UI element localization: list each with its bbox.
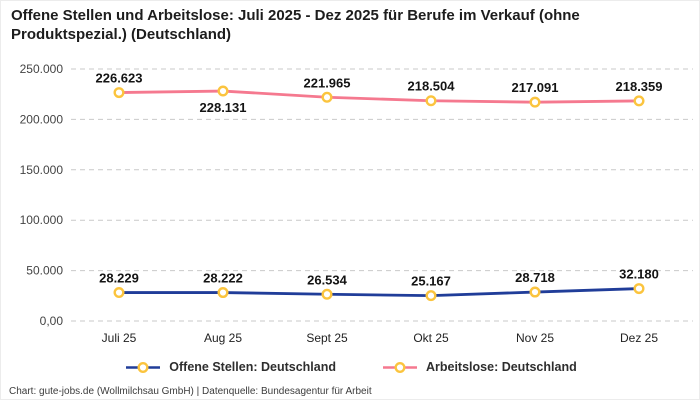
svg-text:28.222: 28.222	[203, 271, 243, 286]
svg-text:228.131: 228.131	[200, 100, 247, 115]
chart-title: Offene Stellen und Arbeitslose: Juli 202…	[11, 7, 580, 44]
svg-text:226.623: 226.623	[96, 71, 143, 86]
svg-text:218.359: 218.359	[616, 79, 663, 94]
line-marker-icon	[382, 361, 417, 373]
svg-text:Aug 25: Aug 25	[204, 331, 242, 345]
svg-text:32.180: 32.180	[619, 267, 659, 282]
svg-text:0,00: 0,00	[40, 314, 64, 328]
svg-text:250.000: 250.000	[20, 62, 64, 76]
legend-item-arbeitslose[interactable]: Arbeitslose: Deutschland	[382, 360, 577, 374]
svg-text:50.000: 50.000	[26, 264, 63, 278]
svg-text:25.167: 25.167	[411, 274, 451, 289]
svg-text:28.718: 28.718	[515, 270, 555, 285]
svg-text:221.965: 221.965	[304, 75, 351, 90]
svg-text:28.229: 28.229	[99, 271, 139, 286]
svg-text:Dez 25: Dez 25	[620, 331, 658, 345]
svg-text:200.000: 200.000	[20, 112, 64, 126]
svg-text:26.534: 26.534	[307, 272, 348, 287]
legend-label-offene-stellen: Offene Stellen: Deutschland	[169, 360, 336, 374]
attribution-text: Chart: gute-jobs.de (Wollmilchsau GmbH) …	[9, 386, 372, 397]
legend-label-arbeitslose: Arbeitslose: Deutschland	[425, 360, 577, 374]
chart-legend: Offene Stellen: Deutschland Arbeitslose:…	[1, 360, 699, 374]
svg-text:Nov 25: Nov 25	[516, 331, 554, 345]
svg-text:150.000: 150.000	[20, 163, 64, 177]
svg-text:217.091: 217.091	[512, 80, 559, 95]
svg-text:100.000: 100.000	[20, 213, 64, 227]
legend-item-offene-stellen[interactable]: Offene Stellen: Deutschland	[125, 360, 336, 374]
svg-text:218.504: 218.504	[408, 79, 456, 94]
line-marker-icon	[126, 361, 161, 373]
svg-text:Okt 25: Okt 25	[413, 331, 449, 345]
svg-text:Sept 25: Sept 25	[306, 331, 348, 345]
svg-text:Juli 25: Juli 25	[102, 331, 137, 345]
